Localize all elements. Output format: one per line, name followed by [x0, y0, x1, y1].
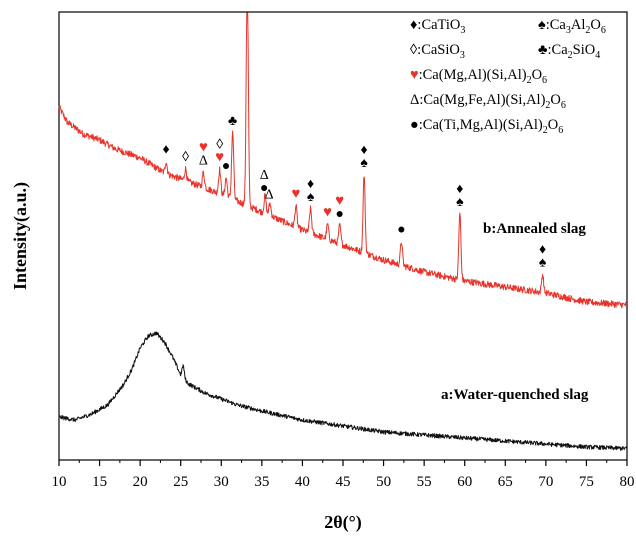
peak-marker: ◊	[216, 137, 223, 152]
legend-colon: :	[419, 92, 423, 108]
series-label-quenched: a:Water-quenched slag	[441, 387, 589, 403]
legend-formula: Ca(Mg,Al)(Si,Al)	[423, 67, 527, 83]
x-tick-label: 55	[417, 474, 432, 490]
legend-subscript: 2	[568, 50, 573, 61]
x-tick-label: 45	[336, 474, 351, 490]
x-tick-label: 75	[579, 474, 594, 490]
series-label-annealed: b:Annealed slag	[483, 221, 586, 237]
peak-marker: ♦	[456, 182, 463, 197]
peak-marker: ♥	[291, 186, 300, 202]
legend-subscript: 4	[595, 50, 600, 61]
peak-marker: ●	[397, 222, 405, 237]
peak-marker: ♠	[456, 195, 464, 210]
legend-formula: Al	[571, 17, 586, 33]
peak-marker: ♠	[360, 156, 368, 171]
peak-marker: ♥	[323, 204, 332, 220]
legend-formula: O	[532, 67, 542, 83]
peak-marker: ♠	[307, 190, 315, 205]
legend-entry: ♥:Ca(Mg,Al)(Si,Al)2O6	[410, 67, 547, 86]
legend-symbol: ●	[410, 117, 419, 133]
x-tick-label: 15	[92, 474, 107, 490]
legend-subscript: 6	[561, 100, 566, 111]
legend-formula: Ca	[550, 17, 567, 33]
peak-marker: ♣	[228, 114, 237, 129]
legend-entry: ♠:Ca3Al2O6	[538, 17, 606, 36]
peak-marker: ♦	[163, 143, 170, 158]
legend-symbol: ♥	[410, 67, 419, 83]
legend-subscript: 6	[601, 25, 606, 36]
x-tick-label: 35	[254, 474, 269, 490]
peak-marker: ♠	[539, 256, 547, 271]
legend-entry: ●:Ca(Ti,Mg,Al)(Si,Al)2O6	[410, 117, 563, 136]
x-tick-label: 60	[457, 474, 472, 490]
peak-marker: Δ	[265, 187, 274, 202]
legend-formula: Ca(Ti,Mg,Al)(Si,Al)	[423, 117, 543, 133]
legend-subscript: 6	[542, 75, 547, 86]
peak-marker: ♦	[307, 177, 314, 192]
legend-colon: :	[419, 67, 423, 83]
legend-subscript: 2	[585, 25, 590, 36]
series-layer	[58, 12, 628, 451]
peak-annotations: ♦◊♥Δ◊♥●♣♦♠Δ●Δ♥♦♠♥♥●♦♠●♦♠♦♠	[163, 114, 547, 271]
legend-colon: :	[548, 42, 552, 58]
legend-entry: ♣:Ca2SiO4	[538, 42, 600, 61]
x-tick-label: 20	[133, 474, 148, 490]
peak-marker: ♥	[335, 193, 344, 209]
y-axis-title: Intensity(a.u.)	[10, 182, 31, 290]
peak-marker: Δ	[199, 153, 208, 168]
legend-formula: SiO	[573, 42, 596, 58]
legend-colon: :	[546, 17, 550, 33]
legend-subscript: 2	[527, 75, 532, 86]
x-tick-label: 10	[52, 474, 67, 490]
peak-marker: ♦	[539, 243, 546, 258]
peak-marker: ●	[260, 181, 268, 196]
peak-marker: ♥	[199, 139, 208, 155]
legend-colon: :	[417, 42, 421, 58]
peak-marker: ♥	[215, 149, 224, 165]
legend-colon: :	[417, 17, 421, 33]
legend-formula: Ca	[552, 42, 569, 58]
series-line-annealed	[58, 12, 628, 309]
legend-formula: O	[550, 92, 560, 108]
x-tick-label: 25	[173, 474, 188, 490]
x-tick-label: 40	[295, 474, 310, 490]
x-tick-label: 50	[376, 474, 391, 490]
legend-symbol: ◊	[410, 42, 418, 58]
legend-formula: O	[548, 117, 558, 133]
peak-marker: Δ	[260, 168, 269, 183]
x-tick-label: 65	[498, 474, 513, 490]
peak-marker: ●	[222, 159, 230, 174]
legend-colon: :	[419, 117, 423, 133]
series-line-quenched	[58, 331, 628, 451]
x-tick-label: 80	[620, 474, 635, 490]
legend: ♦:CaTiO3 ♠:Ca3Al2O6◊:CaSiO3 ♣:Ca2SiO4♥:Ca(…	[410, 17, 606, 136]
legend-subscript: 2	[543, 125, 548, 136]
legend-entry: ◊:CaSiO3	[410, 42, 465, 61]
peak-marker: ●	[336, 207, 344, 222]
legend-subscript: 3	[460, 25, 465, 36]
legend-subscript: 6	[558, 125, 563, 136]
x-axis: 10 15 20 25 30 35 40 45 50 55 60 65 70 75 80	[52, 460, 635, 490]
peak-marker: ◊	[182, 150, 189, 165]
legend-subscript: 2	[545, 100, 550, 111]
legend-subscript: 3	[460, 50, 465, 61]
legend-formula: O	[590, 17, 600, 33]
legend-symbol: ♠	[538, 17, 546, 33]
legend-entry: ♦:CaTiO3	[410, 17, 465, 36]
legend-symbol: ♦	[410, 17, 417, 33]
legend-subscript: 3	[566, 25, 571, 36]
legend-symbol: ♣	[538, 42, 548, 58]
legend-symbol: Δ	[410, 92, 419, 108]
x-tick-label: 30	[214, 474, 229, 490]
legend-formula: CaSiO	[421, 42, 460, 58]
peak-marker: ♦	[361, 143, 368, 158]
legend-formula: Ca(Mg,Fe,Al)(Si,Al)	[423, 92, 545, 108]
legend-formula: CaTiO	[421, 17, 460, 33]
legend-entry: Δ:Ca(Mg,Fe,Al)(Si,Al)2O6	[410, 92, 566, 111]
x-tick-label: 70	[538, 474, 553, 490]
x-axis-title: 2θ(°)	[324, 512, 362, 533]
